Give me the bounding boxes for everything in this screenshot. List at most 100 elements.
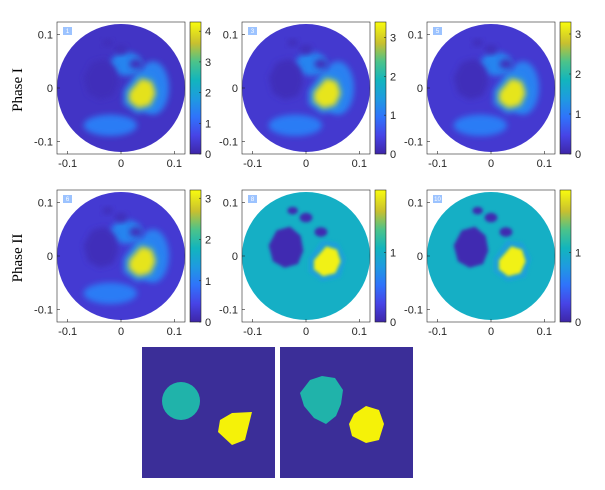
colorbar-tick-label: 1: [390, 248, 396, 260]
colorbar: [559, 189, 572, 323]
colorbar-tick-label: 0: [205, 317, 211, 329]
x-tick-label: -0.1: [428, 326, 447, 338]
field-disk: [242, 24, 370, 152]
high-inclusion: [129, 246, 156, 277]
high-inclusion: [499, 246, 526, 277]
truth-circle-reconstructed: [300, 376, 343, 424]
high-inclusion: [314, 246, 341, 277]
colorbar-tick-label: 3: [205, 57, 211, 69]
colorbar-tick-label: 0: [575, 149, 581, 161]
colorbar-tick-label: 0: [390, 317, 396, 329]
panel-id-label: 6: [66, 197, 70, 203]
x-tick-label: 0.1: [167, 326, 182, 338]
colorbar-tick-label: 1: [575, 109, 581, 121]
x-tick-label: 0: [303, 158, 309, 170]
colorbar-tick-label: 4: [205, 26, 211, 38]
panel-badge: [248, 27, 257, 35]
x-tick-label: 0: [303, 326, 309, 338]
panel-badge: [248, 195, 257, 203]
colorbar-tick-label: 2: [390, 71, 396, 83]
y-tick-label: -0.1: [34, 304, 53, 316]
ground-truth-left: [142, 347, 275, 478]
panel-10: 10-0.1 0 0.10.10-0.110: [404, 189, 581, 338]
row-label-phase-2: Phase II: [10, 234, 26, 283]
truth-polygon: [218, 412, 252, 445]
y-tick-label: 0: [47, 251, 53, 263]
y-tick-label: 0: [417, 83, 423, 95]
y-tick-label: 0.1: [223, 198, 238, 210]
colorbar-tick-label: 3: [575, 29, 581, 41]
x-tick-label: 0.1: [352, 326, 367, 338]
colorbar-tick-label: 0: [575, 317, 581, 329]
colorbar-tick-label: 0: [205, 149, 211, 161]
y-tick-label: -0.1: [219, 136, 238, 148]
colorbar-tick-label: 2: [575, 69, 581, 81]
low-inclusion: [268, 226, 304, 268]
panel-3: 3 -0.1 0 0.1 0.1 0 -0.1 3 2 1 0: [219, 21, 396, 170]
y-tick-label: -0.1: [404, 304, 423, 316]
low-inclusion: [453, 58, 489, 100]
panel-6: 6 -0.1 0 0.1 0.1 0 -0.1 3 2 1 0: [34, 189, 211, 338]
panel-badge: [63, 27, 72, 35]
field-disk: [57, 24, 185, 152]
truth-background-right: [280, 347, 413, 478]
x-tick-label: -0.1: [243, 326, 262, 338]
x-tick-label: -0.1: [58, 326, 77, 338]
y-tick-label: -0.1: [404, 136, 423, 148]
panel-id-label: 8: [251, 197, 255, 203]
field-disk: [427, 192, 555, 320]
panel-id-label: 5: [436, 29, 440, 35]
y-tick-label: 0.1: [408, 30, 423, 42]
colorbar: [189, 21, 202, 155]
high-inclusion: [499, 78, 526, 109]
y-tick-label: 0.1: [408, 198, 423, 210]
x-tick-label: 0.1: [537, 326, 552, 338]
colorbar-tick-label: 1: [390, 110, 396, 122]
low-inclusion: [83, 58, 119, 100]
colorbar-tick-label: 2: [205, 88, 211, 100]
panel-id-label: 3: [251, 29, 255, 35]
x-tick-label: 0: [488, 158, 494, 170]
high-inclusion: [314, 78, 341, 109]
colorbar-tick-label: 1: [205, 118, 211, 130]
y-tick-label: 0: [232, 83, 238, 95]
colorbar-tick-label: 3: [390, 33, 396, 45]
colorbar: [559, 21, 572, 155]
y-tick-label: 0.1: [38, 198, 53, 210]
y-tick-label: -0.1: [219, 304, 238, 316]
x-tick-label: -0.1: [428, 158, 447, 170]
ground-truth-right: [280, 347, 413, 478]
x-tick-label: 0.1: [537, 158, 552, 170]
row-label-phase-1: Phase I: [10, 68, 26, 112]
panel-badge: [433, 195, 442, 203]
y-tick-label: 0.1: [223, 30, 238, 42]
colorbar: [374, 189, 387, 323]
panel-badge: [63, 195, 72, 203]
x-tick-label: 0: [488, 326, 494, 338]
colorbar-tick-label: 1: [205, 276, 211, 288]
x-tick-label: 0: [118, 326, 124, 338]
field-disk: [427, 24, 555, 152]
panel-id-label: 10: [434, 197, 441, 203]
colorbar-tick-label: 3: [205, 193, 211, 205]
colorbar: [374, 21, 387, 155]
y-tick-label: -0.1: [34, 136, 53, 148]
x-tick-label: 0.1: [352, 158, 367, 170]
x-tick-label: 0.1: [167, 158, 182, 170]
truth-polygon-reconstructed: [349, 406, 384, 443]
low-inclusion: [83, 226, 119, 268]
x-tick-label: -0.1: [243, 158, 262, 170]
panel-5: 5 -0.1 0 0.1 0.1 0 -0.1 3 2 1 0: [404, 21, 581, 170]
field-disk: [57, 192, 185, 320]
panel-badge: [433, 27, 442, 35]
colorbar-tick-label: 0: [390, 149, 396, 161]
high-inclusion: [129, 78, 156, 109]
low-inclusion: [268, 58, 304, 100]
truth-circle: [162, 382, 200, 420]
colorbar-tick-label: 1: [575, 248, 581, 260]
panel-8: 8 -0.1 0 0.1 0.1 0 -0.1 1 0: [219, 189, 396, 338]
y-tick-label: 0: [417, 251, 423, 263]
x-tick-label: -0.1: [58, 158, 77, 170]
